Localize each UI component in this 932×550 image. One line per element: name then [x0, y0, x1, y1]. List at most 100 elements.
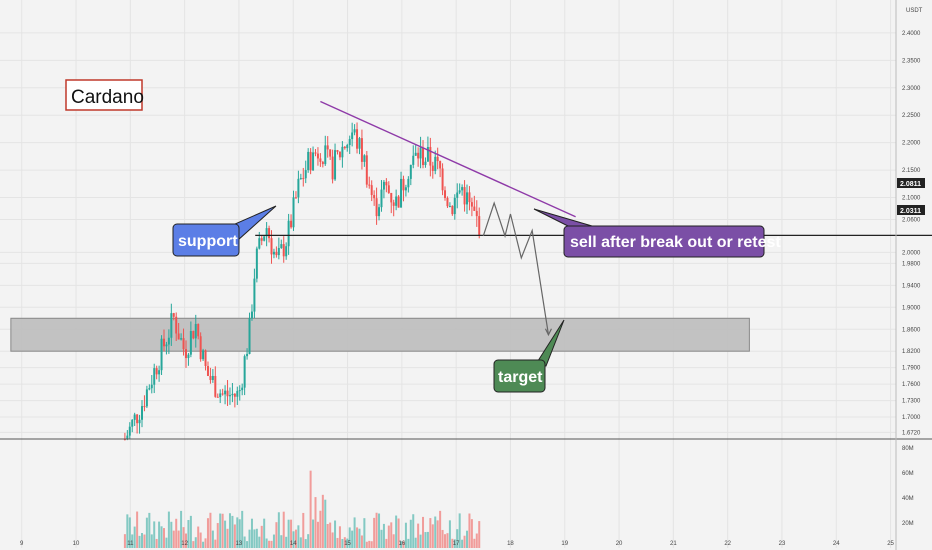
candle-body — [329, 149, 332, 157]
support-callout[interactable]: support — [172, 205, 277, 257]
candle-body — [424, 161, 427, 166]
price-tick-label: 1.6720 — [902, 430, 921, 436]
volume-bar — [307, 534, 310, 548]
candle-body — [182, 338, 185, 350]
price-tick-label: 2.3000 — [902, 86, 921, 92]
sell-callout[interactable]: sell after break out or retest — [533, 208, 781, 258]
time-tick-label: 20 — [616, 541, 623, 547]
volume-bar — [363, 518, 366, 548]
volume-bar — [192, 541, 195, 548]
candle-body — [148, 388, 151, 390]
volume-bar — [426, 531, 429, 548]
candle-body — [363, 155, 366, 162]
candle-body — [206, 366, 209, 376]
candle-body — [346, 145, 349, 149]
volume-bar — [331, 532, 334, 548]
volume-bar — [468, 513, 471, 548]
volume-bar — [329, 522, 332, 548]
target-callout[interactable]: target — [493, 319, 565, 393]
candle-body — [162, 338, 165, 347]
candle-body — [175, 316, 178, 334]
volume-bar — [226, 528, 229, 548]
volume-bar — [402, 541, 405, 548]
candle-body — [319, 158, 322, 162]
volume-bar — [182, 527, 185, 548]
candle-body — [170, 313, 173, 338]
volume-bar — [268, 540, 271, 548]
volume-bar — [453, 539, 456, 548]
volume-bar — [272, 534, 275, 548]
candle-body — [145, 389, 148, 407]
volume-bar — [395, 515, 398, 548]
volume-bar — [148, 512, 151, 548]
volume-bar — [250, 518, 253, 548]
volume-bar — [204, 538, 207, 548]
time-tick-label: 17 — [453, 541, 460, 547]
volume-bar — [238, 519, 241, 548]
volume-bar — [407, 538, 410, 548]
volume-bar — [282, 511, 285, 548]
volume-bar — [184, 533, 187, 548]
price-tick-label: 1.7300 — [902, 399, 921, 405]
price-tick-label: 2.0600 — [902, 218, 921, 224]
volume-bar — [448, 520, 451, 548]
volume-bar — [165, 537, 168, 548]
volume-bar — [248, 529, 251, 548]
volume-bar — [458, 513, 461, 548]
volume-bar — [138, 535, 141, 548]
price-tick-label: 2.4000 — [902, 31, 921, 37]
candle-body — [409, 164, 412, 179]
candle-body — [365, 155, 368, 185]
volume-bar — [270, 540, 273, 548]
candle-body — [250, 311, 253, 319]
candle-body — [204, 350, 207, 367]
candle-body — [253, 278, 256, 312]
volume-bar — [285, 536, 288, 548]
time-tick-label: 23 — [779, 541, 786, 547]
candle-body — [375, 198, 378, 217]
candle-body — [436, 156, 439, 162]
volume-bar — [456, 529, 459, 548]
volume-bar — [365, 541, 368, 548]
volume-bar — [150, 534, 153, 548]
candle-body — [165, 344, 168, 347]
candle-body — [131, 419, 134, 427]
volume-bar — [439, 510, 442, 548]
candle-body — [434, 156, 437, 171]
volume-bar — [353, 517, 356, 548]
volume-bar — [373, 517, 376, 548]
support-label: support — [178, 233, 238, 250]
candle-body — [138, 419, 141, 424]
candle-body — [441, 168, 444, 191]
candle-body — [390, 192, 393, 203]
volume-bar — [211, 530, 214, 548]
time-axis[interactable]: 9 10 11 12 13 14 15 16 17 18 19 20 21 22 23 24 25 — [20, 541, 895, 547]
volume-bar — [397, 518, 400, 548]
volume-bar — [255, 528, 258, 548]
title-annotation[interactable]: Cardano — [65, 79, 144, 111]
volume-bar — [338, 526, 341, 548]
volume-bar — [424, 532, 427, 548]
candle-body — [314, 152, 317, 154]
grid — [0, 0, 896, 548]
candle-body — [277, 247, 280, 256]
volume-bar — [189, 515, 192, 548]
volume-bar — [417, 523, 420, 548]
volume-bar — [141, 533, 144, 548]
volume-bar — [131, 534, 134, 548]
candle-body — [236, 390, 239, 397]
candle-body — [338, 151, 341, 158]
volume-bar — [231, 515, 234, 548]
price-axis[interactable]: 2.4000 2.3500 2.3000 2.2500 2.2000 2.1500 2.10… — [902, 31, 921, 436]
volume-bar — [180, 510, 183, 548]
candle-body — [395, 196, 398, 206]
candle-body — [290, 220, 293, 228]
time-tick-label: 18 — [507, 541, 514, 547]
candle-body — [219, 393, 222, 398]
volume-bar — [265, 538, 268, 548]
candle-body — [470, 202, 473, 207]
volume-bar — [348, 527, 351, 548]
candle-body — [238, 390, 241, 392]
volume-bar — [316, 521, 319, 548]
